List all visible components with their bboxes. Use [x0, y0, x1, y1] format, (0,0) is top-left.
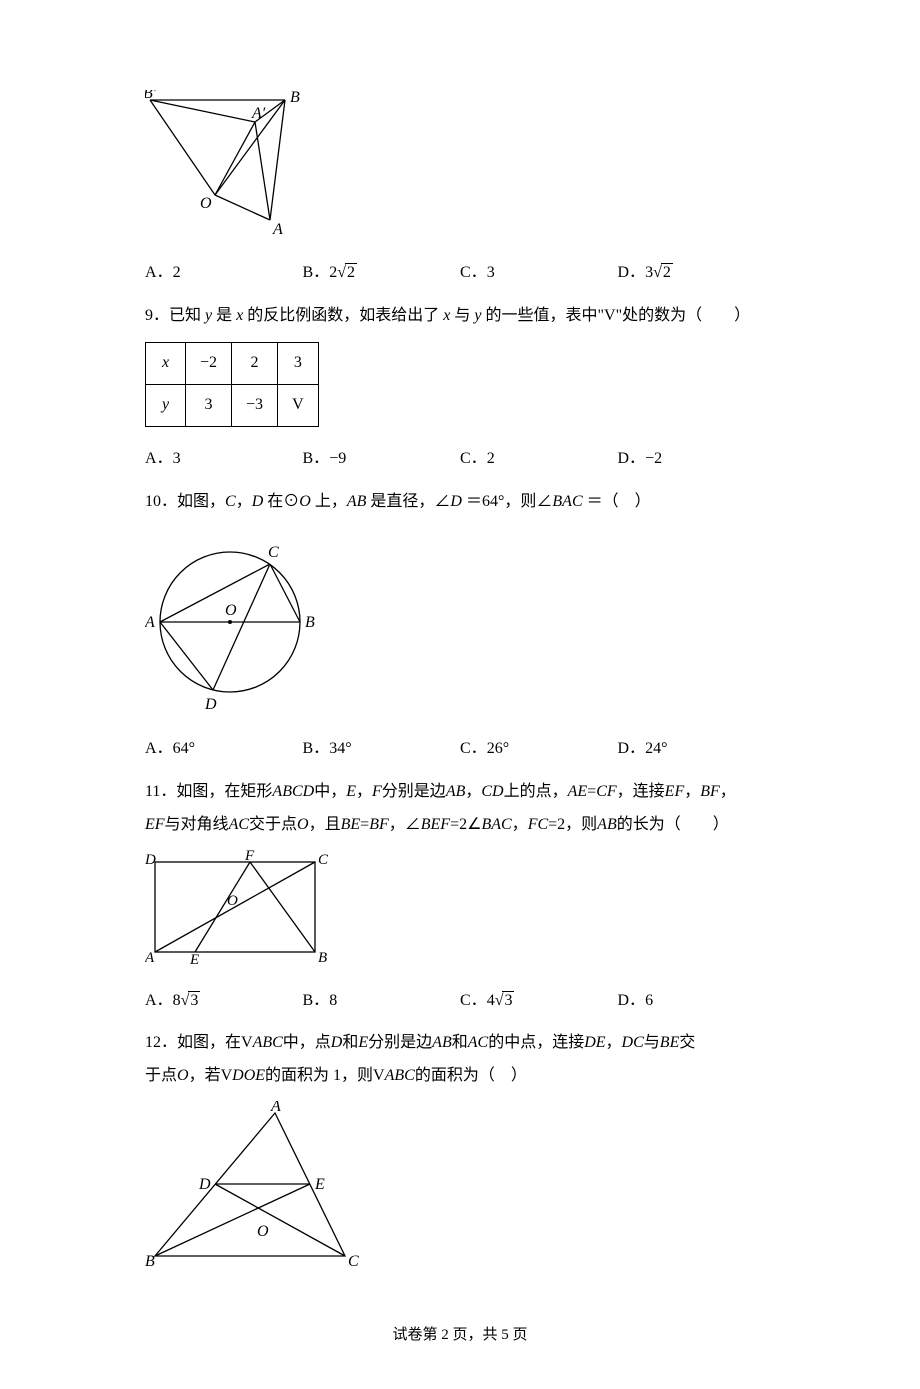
q8-svg: B′ B A′ O A — [145, 90, 310, 240]
q10-opt-d[interactable]: D．24° — [618, 735, 776, 764]
q12-line2: 于点O，若VDOE的面积为 1，则VABC的面积为（ ） — [145, 1062, 775, 1091]
q11-opt-d[interactable]: D．6 — [618, 987, 776, 1016]
q11-diagram: D F C A E B O — [145, 850, 775, 979]
svg-text:B: B — [305, 614, 315, 631]
q10-opt-b[interactable]: B．34° — [303, 735, 461, 764]
q9-table: x −2 2 3 y 3 −3 V — [145, 342, 319, 427]
svg-text:D: D — [198, 1176, 211, 1193]
q9-opt-a[interactable]: A．3 — [145, 445, 303, 474]
q9-opt-d[interactable]: D．−2 — [618, 445, 776, 474]
q11-opt-b[interactable]: B．8 — [303, 987, 461, 1016]
table-row: x −2 2 3 — [146, 343, 319, 385]
q11-svg: D F C A E B O — [145, 850, 335, 968]
q11-line1: 11．如图，在矩形ABCD中，E，F分别是边AB，CD上的点，AE=CF，连接E… — [145, 778, 775, 807]
q8-diagram: B′ B A′ O A — [145, 90, 775, 251]
q9-options: A．3 B．−9 C．2 D．−2 — [145, 445, 775, 474]
q11-options: A．83 B．8 C．43 D．6 — [145, 987, 775, 1016]
label-Ap: A′ — [251, 105, 266, 122]
q8-b-pre: 2 — [329, 264, 337, 281]
q12-svg: A D E O B C — [145, 1101, 375, 1271]
svg-text:D: D — [204, 696, 217, 713]
q8-opt-a[interactable]: A．2 — [145, 259, 303, 288]
sqrt-icon: 2 — [337, 259, 357, 288]
svg-text:A: A — [145, 614, 155, 631]
svg-text:C: C — [268, 544, 279, 561]
svg-text:O: O — [257, 1223, 269, 1240]
q10-opt-c[interactable]: C．26° — [460, 735, 618, 764]
svg-text:A: A — [270, 1101, 281, 1115]
q10-opt-a[interactable]: A．64° — [145, 735, 303, 764]
q10-svg: C A B O D — [145, 527, 325, 717]
q12-diagram: A D E O B C — [145, 1101, 775, 1282]
svg-text:E: E — [314, 1176, 325, 1193]
page-footer: 试卷第 2 页，共 5 页 — [145, 1322, 775, 1349]
svg-text:B: B — [145, 1253, 155, 1270]
svg-text:B: B — [318, 950, 327, 966]
q11-line2: EF与对角线AC交于点O，且BE=BF，∠BEF=2∠BAC，FC=2，则AB的… — [145, 811, 775, 840]
svg-text:D: D — [145, 852, 156, 868]
svg-text:O: O — [225, 602, 237, 619]
q10-options: A．64° B．34° C．26° D．24° — [145, 735, 775, 764]
label-Bp: B′ — [145, 90, 157, 102]
q8-a-val: 2 — [173, 264, 181, 281]
q8-options: A．2 B．22 C．3 D．32 — [145, 259, 775, 288]
svg-text:A: A — [145, 950, 155, 966]
q8-opt-b[interactable]: B．22 — [303, 259, 461, 288]
q9-opt-c[interactable]: C．2 — [460, 445, 618, 474]
q11-opt-a[interactable]: A．83 — [145, 987, 303, 1016]
svg-text:O: O — [227, 893, 238, 909]
q9-opt-b[interactable]: B．−9 — [303, 445, 461, 474]
q8-opt-d[interactable]: D．32 — [618, 259, 776, 288]
sqrt-icon: 3 — [181, 987, 201, 1016]
svg-text:E: E — [189, 952, 199, 968]
q12-line1: 12．如图，在VABC中，点D和E分别是边AB和AC的中点，连接DE，DC与BE… — [145, 1029, 775, 1058]
q8-d-pre: 3 — [645, 264, 653, 281]
label-B: B — [290, 90, 300, 106]
label-A: A — [272, 221, 283, 238]
sqrt-icon: 3 — [495, 987, 515, 1016]
q8-opt-c[interactable]: C．3 — [460, 259, 618, 288]
svg-text:C: C — [348, 1253, 359, 1270]
q11-opt-c[interactable]: C．43 — [460, 987, 618, 1016]
label-O: O — [200, 195, 212, 212]
table-row: y 3 −3 V — [146, 385, 319, 427]
svg-text:F: F — [244, 850, 255, 864]
q8-c-val: 3 — [487, 264, 495, 281]
q10-text: 10．如图，C，D 在⊙O 上，AB 是直径，∠D ＝64°，则∠BAC ＝（ … — [145, 488, 775, 517]
q9-text: 9．已知 y 是 x 的反比例函数，如表给出了 x 与 y 的一些值，表中"V"… — [145, 302, 775, 331]
svg-text:C: C — [318, 852, 329, 868]
q10-diagram: C A B O D — [145, 527, 775, 728]
sqrt-icon: 2 — [653, 259, 673, 288]
